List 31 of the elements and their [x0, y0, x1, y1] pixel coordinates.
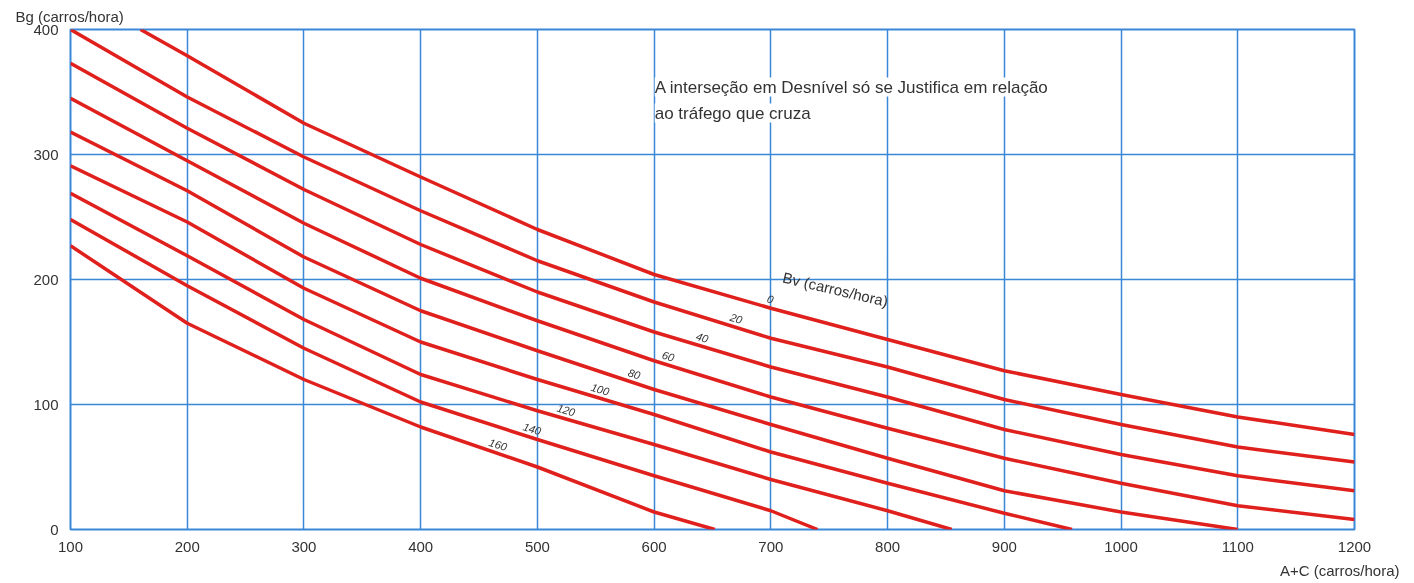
text: 60 [660, 348, 677, 364]
y-tick-label: 300 [33, 145, 59, 163]
x-tick-label: 500 [524, 537, 550, 555]
x-tick-label: 100 [57, 537, 84, 555]
x-tick-label: 600 [641, 537, 667, 555]
line-series [70, 244, 717, 530]
text: 100 [589, 380, 612, 399]
text: 120 [555, 401, 578, 419]
x-tick-label: 1200 [1337, 537, 1372, 555]
x-tick-label: 700 [758, 537, 784, 555]
y-tick-label: 200 [33, 270, 59, 288]
x-tick-label: 1100 [1221, 537, 1254, 555]
x-tick-label: 200 [174, 537, 200, 555]
line-series [70, 164, 1074, 530]
x-axis-title: A+C (carros/hora) [1279, 561, 1400, 579]
x-tick-label: 1000 [1104, 537, 1138, 555]
y-tick-label: 0 [50, 520, 59, 538]
line-series [70, 130, 1240, 530]
x-tick-label: 300 [291, 537, 317, 555]
x-tick-label: 800 [875, 537, 901, 555]
text: 140 [521, 420, 544, 438]
text: 40 [694, 329, 711, 346]
y-tick-label: 100 [33, 395, 59, 413]
text: 0 [765, 292, 776, 306]
text: 80 [626, 366, 643, 382]
text: 20 [727, 310, 745, 327]
x-tick-label: 900 [991, 537, 1017, 555]
text: 160 [487, 436, 510, 454]
x-tick-label: 400 [408, 537, 434, 555]
line-series [70, 191, 954, 530]
annotation: A interseção em Desnível só se Justifica em relação ao tráfego que cruza [654, 77, 1048, 123]
